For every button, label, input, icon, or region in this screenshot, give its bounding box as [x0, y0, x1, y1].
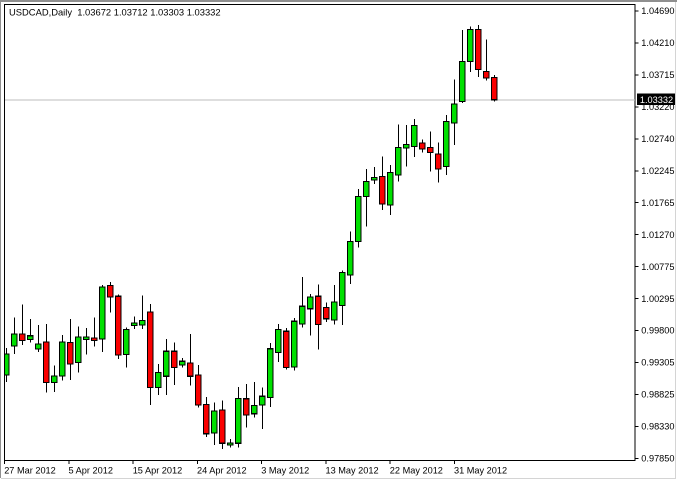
svg-text:0.98825: 0.98825 — [641, 390, 674, 400]
svg-text:1.03220: 1.03220 — [641, 102, 674, 112]
svg-text:1.03332: 1.03332 — [640, 95, 673, 105]
svg-text:31 May 2012: 31 May 2012 — [454, 466, 507, 476]
svg-text:3 May 2012: 3 May 2012 — [261, 466, 309, 476]
svg-text:1.02740: 1.02740 — [641, 134, 674, 144]
svg-text:13 May 2012: 13 May 2012 — [326, 466, 379, 476]
svg-text:0.97850: 0.97850 — [641, 454, 674, 464]
svg-text:USDCAD,Daily 1.03672 1.03712: USDCAD,Daily 1.03672 1.03712 1.03303 1.0… — [9, 6, 221, 17]
svg-text:1.04690: 1.04690 — [641, 6, 674, 16]
svg-text:1.01270: 1.01270 — [641, 230, 674, 240]
svg-text:22 May 2012: 22 May 2012 — [390, 466, 443, 476]
svg-text:0.99305: 0.99305 — [641, 358, 674, 368]
svg-text:1.00295: 1.00295 — [641, 294, 674, 304]
svg-text:0.99800: 0.99800 — [641, 326, 674, 336]
svg-text:1.00775: 1.00775 — [641, 262, 674, 272]
svg-text:0.98330: 0.98330 — [641, 422, 674, 432]
svg-text:5 Apr 2012: 5 Apr 2012 — [69, 466, 113, 476]
svg-text:1.01765: 1.01765 — [641, 198, 674, 208]
svg-text:24 Apr 2012: 24 Apr 2012 — [197, 466, 247, 476]
svg-text:1.03715: 1.03715 — [641, 70, 674, 80]
svg-text:15 Apr 2012: 15 Apr 2012 — [133, 466, 183, 476]
svg-text:27 Mar 2012: 27 Mar 2012 — [4, 466, 56, 476]
svg-text:1.02245: 1.02245 — [641, 166, 674, 176]
svg-text:1.04210: 1.04210 — [641, 38, 674, 48]
